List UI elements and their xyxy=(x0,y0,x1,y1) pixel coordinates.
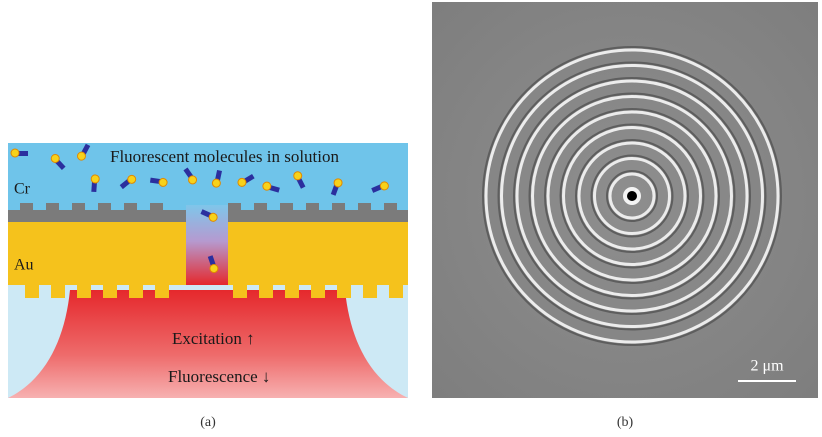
cr-tooth xyxy=(228,203,241,210)
scale-bar-label: 2 μm xyxy=(750,358,784,375)
au-tooth xyxy=(25,285,39,298)
cr-tooth xyxy=(124,203,137,210)
au-tooth xyxy=(259,285,273,298)
cr-tooth xyxy=(358,203,371,210)
molecule-dye xyxy=(91,175,100,184)
cr-tooth xyxy=(46,203,59,210)
caption-b: (b) xyxy=(617,415,634,430)
cr-tooth xyxy=(150,203,163,210)
au-tooth xyxy=(129,285,143,298)
au-tooth xyxy=(363,285,377,298)
cr-film xyxy=(8,210,186,222)
fluorescence-label: Fluorescence ↓ xyxy=(168,367,270,386)
solution-label: Fluorescent molecules in solution xyxy=(110,147,339,166)
au-tooth xyxy=(77,285,91,298)
au-tooth xyxy=(285,285,299,298)
cr-tooth xyxy=(20,203,33,210)
au-tooth xyxy=(233,285,247,298)
cr-tooth xyxy=(280,203,293,210)
panel-a: Fluorescent molecules in solution Cr Au … xyxy=(8,143,408,430)
caption-a: (a) xyxy=(200,415,216,430)
au-tooth xyxy=(389,285,403,298)
au-film xyxy=(228,222,408,285)
molecule-dye xyxy=(11,149,19,157)
cr-tooth xyxy=(254,203,267,210)
panel-b: 2 μm (b) xyxy=(432,2,818,430)
au-tooth xyxy=(51,285,65,298)
cr-film xyxy=(228,210,408,222)
au-film xyxy=(8,222,186,285)
cr-tooth xyxy=(332,203,345,210)
au-tooth xyxy=(155,285,169,298)
molecule-dye xyxy=(159,178,168,187)
excitation-label: Excitation ↑ xyxy=(172,329,255,348)
center-hole xyxy=(627,191,637,201)
cr-tooth xyxy=(306,203,319,210)
cr-tooth xyxy=(384,203,397,210)
cr-label: Cr xyxy=(14,181,31,198)
au-label: Au xyxy=(14,257,34,274)
cr-tooth xyxy=(98,203,111,210)
figure: Fluorescent molecules in solution Cr Au … xyxy=(0,0,822,437)
aperture xyxy=(186,205,228,285)
au-tooth xyxy=(311,285,325,298)
au-tooth xyxy=(103,285,117,298)
au-tooth xyxy=(337,285,351,298)
cr-tooth xyxy=(72,203,85,210)
